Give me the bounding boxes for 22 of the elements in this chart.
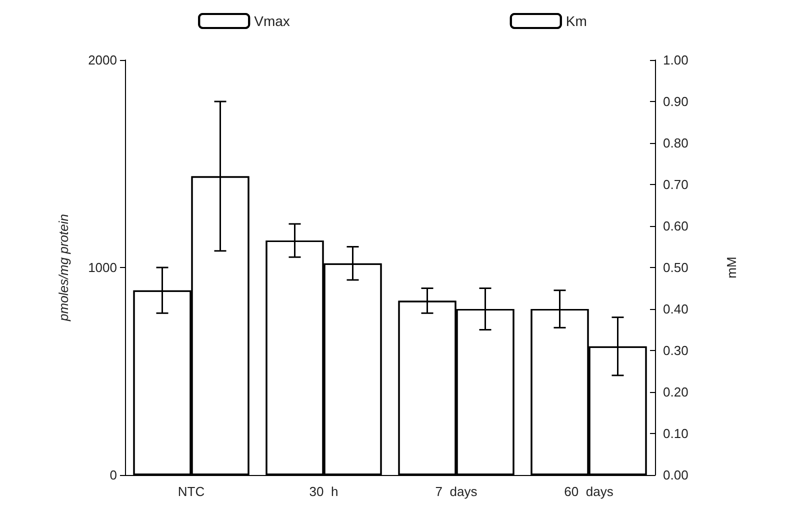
y2-tick-label: 0.40	[663, 302, 688, 316]
x-tick-label: 30 h	[309, 484, 338, 499]
y2-tick-label: 0.20	[663, 384, 688, 400]
y-tick-label: 1000	[88, 260, 117, 275]
y2-axis-title: mM	[724, 256, 739, 278]
y-axis-title: pmoles/mg protein	[56, 214, 71, 322]
y-tick-label: 2000	[88, 52, 117, 68]
y2-tick-label: 0.50	[663, 260, 688, 275]
y2-tick-label: 0.30	[663, 343, 688, 358]
y-tick-label: 0	[110, 468, 117, 482]
x-tick-label: 7 days	[435, 484, 478, 499]
legend-label: Km	[566, 13, 587, 29]
y2-tick-label: 0.70	[663, 177, 688, 192]
legend-label: Vmax	[254, 13, 290, 29]
y2-tick-label: 0.90	[663, 94, 688, 109]
y2-tick-label: 0.60	[663, 218, 688, 234]
y2-tick-label: 0.80	[663, 136, 688, 150]
y2-tick-label: 0.10	[663, 426, 688, 441]
y2-tick-label: 0.00	[663, 468, 688, 482]
x-tick-label: 60 days	[564, 484, 614, 499]
y2-tick-label: 1.00	[663, 52, 688, 68]
x-tick-label: NTC	[178, 484, 205, 499]
